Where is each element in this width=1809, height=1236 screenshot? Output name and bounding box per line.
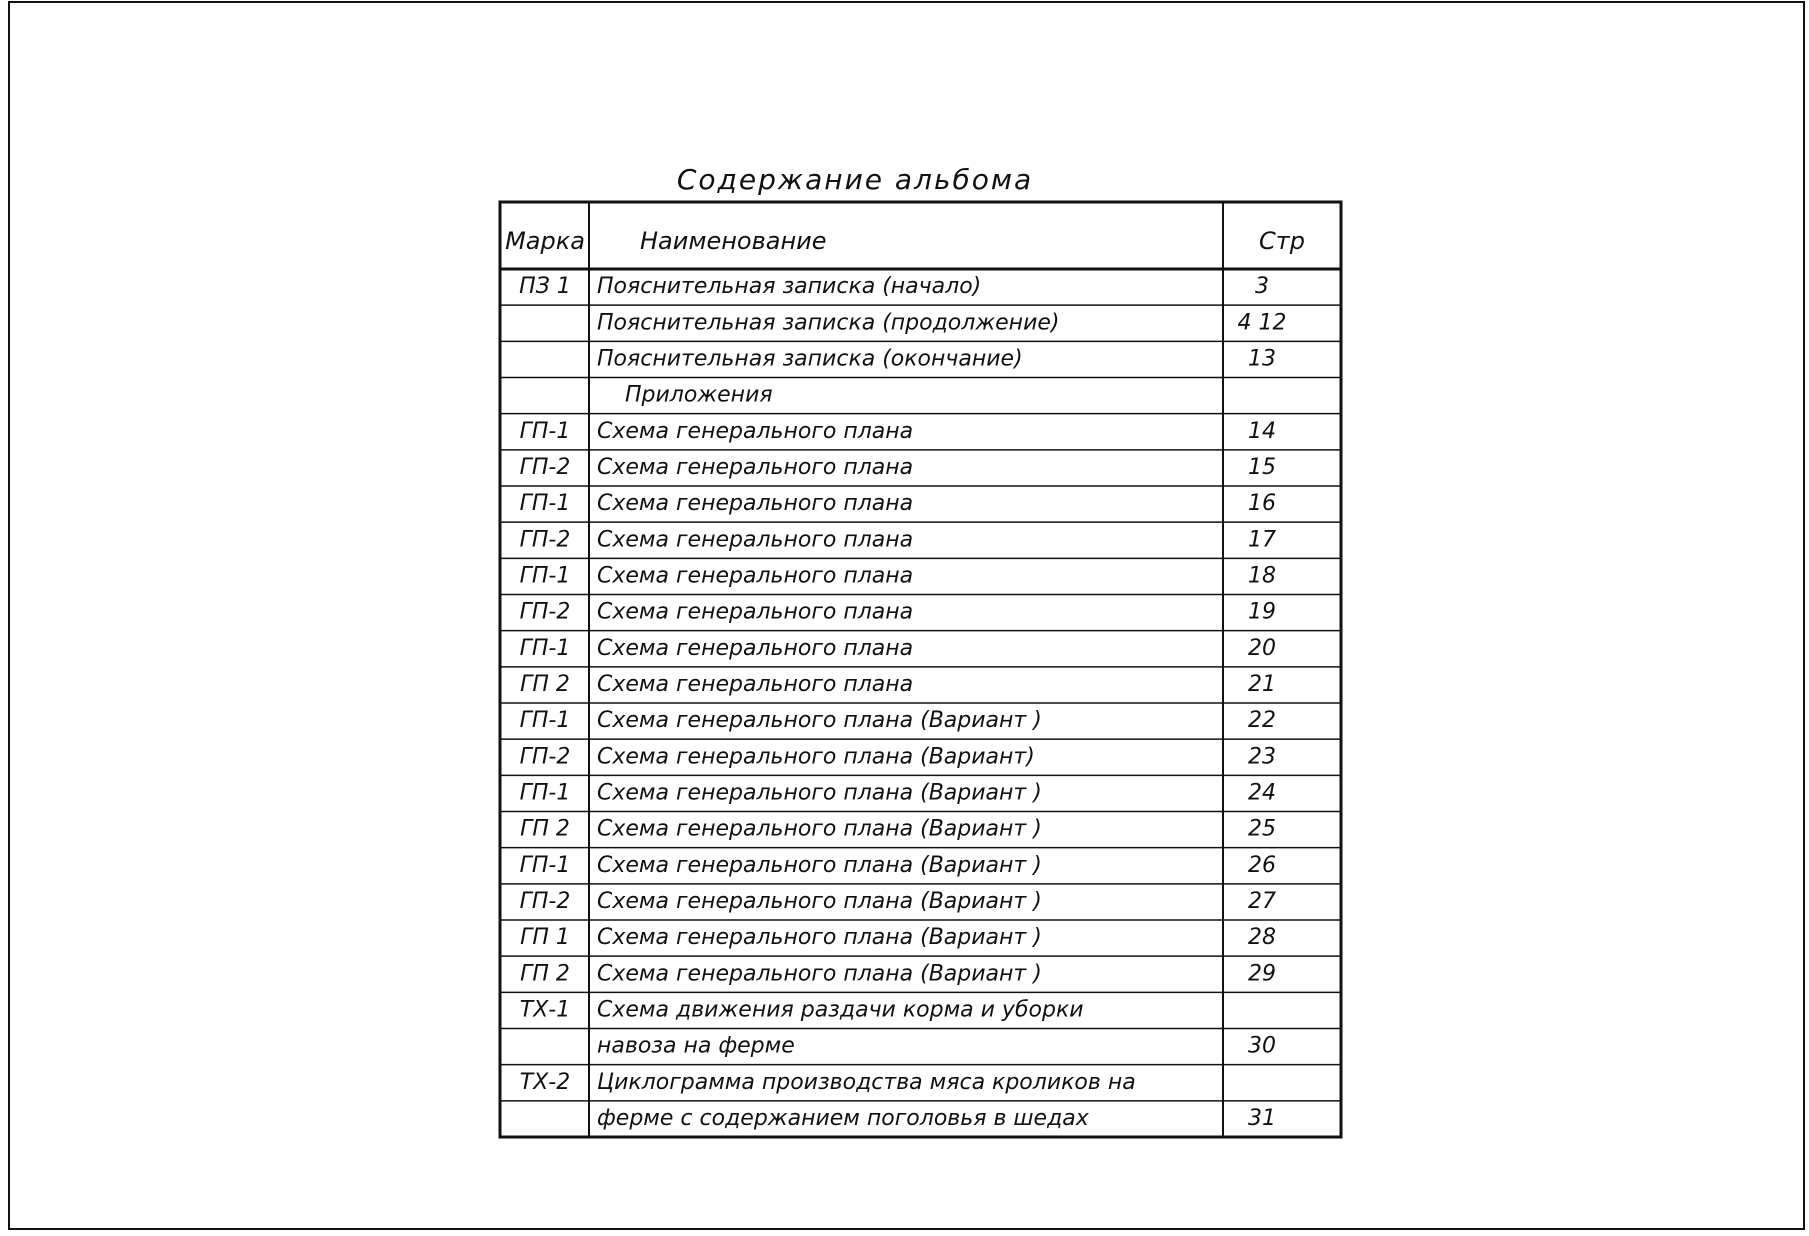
mark-cell: ГП-1 xyxy=(520,491,571,516)
mark-cell: ГП-2 xyxy=(520,600,571,625)
name-cell: Схема генерального плана xyxy=(597,672,913,697)
name-cell: Схема генерального плана (Вариант ) xyxy=(597,889,1042,914)
page-cell: 17 xyxy=(1248,527,1276,552)
header-cell: Стр xyxy=(1259,227,1305,255)
page-cell: 14 xyxy=(1248,419,1276,444)
name-cell: ферме с содержанием поголовья в шедах xyxy=(597,1106,1090,1131)
name-cell: Схема генерального плана (Вариант ) xyxy=(597,708,1042,733)
name-cell: Схема генерального плана xyxy=(597,491,913,516)
name-cell: Схема генерального плана (Вариант) xyxy=(597,744,1035,769)
mark-cell: ГП-2 xyxy=(520,455,571,480)
mark-cell: ТХ-2 xyxy=(520,1070,570,1095)
name-cell: Схема генерального плана xyxy=(597,455,913,480)
page-cell: 20 xyxy=(1248,636,1276,661)
page-cell: 22 xyxy=(1248,708,1276,733)
name-cell: навоза на ферме xyxy=(597,1034,795,1059)
page-cell: 31 xyxy=(1248,1106,1276,1131)
name-cell: Схема генерального плана (Вариант ) xyxy=(597,780,1042,805)
page-cell: 15 xyxy=(1248,455,1276,480)
name-cell: Приложения xyxy=(625,383,773,408)
mark-cell: ГП-2 xyxy=(520,744,571,769)
mark-cell: ГП-1 xyxy=(520,853,571,878)
page-cell: 26 xyxy=(1248,853,1276,878)
header-cell: Наименование xyxy=(640,227,827,255)
sheet-frame xyxy=(8,1,1805,1230)
mark-cell: ПЗ 1 xyxy=(519,274,571,299)
page-cell: 4 12 xyxy=(1238,310,1287,335)
page-cell: 16 xyxy=(1248,491,1276,516)
mark-cell: ГП-1 xyxy=(520,636,571,661)
page-cell: 21 xyxy=(1248,672,1276,697)
mark-cell: ГП-1 xyxy=(520,563,571,588)
name-cell: Схема генерального плана (Вариант ) xyxy=(597,925,1042,950)
page-cell: 3 xyxy=(1255,274,1269,299)
name-cell: Пояснительная записка (продолжение) xyxy=(597,310,1059,335)
page-cell: 25 xyxy=(1248,817,1276,842)
name-cell: Пояснительная записка (начало) xyxy=(597,274,981,299)
name-cell: Циклограмма производства мяса кроликов н… xyxy=(597,1070,1136,1095)
page-cell: 19 xyxy=(1248,600,1276,625)
name-cell: Схема движения раздачи корма и уборки xyxy=(597,997,1084,1022)
name-cell: Схема генерального плана xyxy=(597,636,913,661)
page-cell: 27 xyxy=(1248,889,1276,914)
mark-cell: ГП-2 xyxy=(520,889,571,914)
name-cell: Пояснительная записка (окончание) xyxy=(597,346,1023,371)
document-title: Содержание альбома xyxy=(677,163,1033,196)
mark-cell: ГП 2 xyxy=(520,672,570,697)
page-cell: 29 xyxy=(1248,961,1276,986)
name-cell: Схема генерального плана xyxy=(597,600,913,625)
page-cell: 24 xyxy=(1248,780,1276,805)
page-cell: 18 xyxy=(1248,563,1276,588)
page-cell: 30 xyxy=(1248,1034,1276,1059)
page-cell: 23 xyxy=(1248,744,1276,769)
name-cell: Схема генерального плана xyxy=(597,527,913,552)
name-cell: Схема генерального плана (Вариант ) xyxy=(597,853,1042,878)
name-cell: Схема генерального плана (Вариант ) xyxy=(597,961,1042,986)
page-cell: 13 xyxy=(1248,346,1276,371)
mark-cell: ГП 2 xyxy=(520,817,570,842)
name-cell: Схема генерального плана xyxy=(597,419,913,444)
mark-cell: ГП 2 xyxy=(520,961,570,986)
mark-cell: ГП 1 xyxy=(520,925,570,950)
mark-cell: ТХ-1 xyxy=(520,997,570,1022)
mark-cell: ГП-1 xyxy=(520,780,571,805)
name-cell: Схема генерального плана xyxy=(597,563,913,588)
mark-cell: ГП-2 xyxy=(520,527,571,552)
name-cell: Схема генерального плана (Вариант ) xyxy=(597,817,1042,842)
mark-cell: ГП-1 xyxy=(520,419,571,444)
header-cell: Марка xyxy=(505,227,585,255)
mark-cell: ГП-1 xyxy=(520,708,571,733)
page-cell: 28 xyxy=(1248,925,1276,950)
table-border xyxy=(498,200,1343,1139)
